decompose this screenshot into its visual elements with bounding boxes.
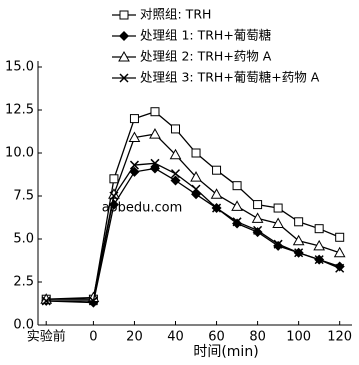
marker — [294, 248, 304, 258]
watermark: aobedu.com — [102, 201, 183, 216]
legend-label: 处理组 3: TRH+葡萄糖+药物 A — [140, 70, 320, 85]
marker — [149, 128, 161, 139]
x-tick-label: 80 — [249, 330, 266, 345]
marker — [253, 200, 263, 210]
marker — [335, 232, 345, 242]
marker — [212, 203, 222, 213]
y-tick-label: 7.5 — [13, 189, 34, 204]
marker — [171, 124, 181, 134]
marker — [253, 225, 263, 235]
marker — [273, 240, 284, 251]
legend-label: 处理组 1: TRH+葡萄糖 — [140, 28, 272, 43]
marker — [118, 50, 130, 62]
legend-label: 对照组: TRH — [140, 7, 211, 22]
series-line — [46, 133, 340, 300]
marker — [232, 218, 243, 229]
x-tick-label: 120 — [327, 330, 352, 345]
marker — [129, 114, 139, 124]
marker — [119, 10, 129, 20]
x-tick-label: 60 — [208, 330, 225, 345]
marker — [232, 181, 242, 191]
x-tick-label: 100 — [286, 330, 311, 345]
marker — [232, 217, 242, 227]
marker — [231, 200, 243, 211]
series-line — [46, 162, 340, 302]
marker — [333, 246, 346, 258]
marker — [128, 131, 141, 143]
y-tick-label: 2.5 — [13, 275, 34, 290]
marker — [191, 148, 201, 158]
legend-label: 处理组 2: TRH+药物 A — [140, 49, 272, 64]
marker — [119, 73, 129, 83]
marker — [191, 184, 201, 194]
marker — [191, 189, 202, 200]
y-tick-label: 5.0 — [13, 232, 34, 247]
x-tick-label: 20 — [126, 330, 143, 345]
marker — [273, 203, 283, 213]
marker — [190, 171, 202, 182]
marker — [210, 188, 223, 199]
marker — [251, 212, 264, 223]
marker — [109, 174, 119, 184]
marker — [313, 239, 326, 251]
marker — [170, 169, 181, 179]
marker — [314, 224, 324, 234]
x-axis-label: 时间(min) — [193, 344, 258, 360]
series-line — [46, 167, 340, 304]
marker — [212, 165, 222, 175]
marker — [334, 261, 345, 272]
y-tick-label: 0.0 — [13, 318, 34, 333]
marker — [170, 175, 181, 186]
x-tick-label: 40 — [167, 330, 184, 345]
marker — [273, 239, 283, 249]
y-tick-label: 10.0 — [5, 146, 34, 161]
marker — [314, 255, 324, 265]
marker — [335, 263, 345, 273]
marker — [150, 158, 160, 168]
series-line — [46, 110, 340, 300]
marker — [119, 31, 129, 41]
marker — [129, 160, 139, 170]
marker — [88, 296, 98, 306]
marker — [109, 191, 119, 201]
marker — [169, 148, 182, 160]
marker — [272, 217, 284, 229]
x-tick-label: 0 — [89, 330, 97, 345]
marker — [150, 107, 160, 117]
marker — [294, 217, 304, 227]
y-tick-label: 12.5 — [5, 103, 34, 118]
y-tick-label: 15.0 — [5, 60, 34, 75]
marker — [292, 234, 305, 246]
marker — [41, 296, 51, 306]
x-tick-label: 实验前 — [27, 329, 66, 345]
